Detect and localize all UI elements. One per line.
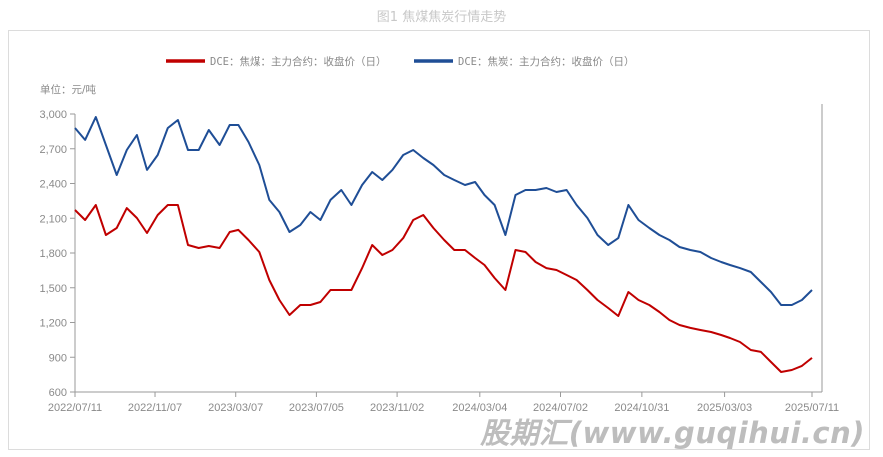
series-group bbox=[74, 116, 813, 373]
series-line-coke bbox=[74, 116, 813, 306]
chart-frame bbox=[8, 30, 870, 450]
unit-label: 单位：元/吨 bbox=[40, 83, 97, 96]
x-tick-label: 2024/07/02 bbox=[533, 402, 588, 414]
x-tick-label: 2023/07/05 bbox=[289, 402, 344, 414]
y-tick-label: 2,700 bbox=[39, 144, 67, 156]
x-tick-label: 2023/03/07 bbox=[208, 402, 263, 414]
x-tick-label: 2025/03/03 bbox=[697, 402, 752, 414]
legend-label-coke: DCE：焦炭：主力合约：收盘价（日） bbox=[458, 55, 634, 68]
x-tick-label: 2024/10/31 bbox=[614, 402, 669, 414]
y-tick-label: 1,200 bbox=[39, 318, 67, 330]
y-tick-label: 1,800 bbox=[39, 248, 67, 260]
x-tick-label: 2024/03/04 bbox=[452, 402, 507, 414]
chart-title: 图1 焦煤焦炭行情走势 bbox=[376, 10, 507, 25]
x-tick-label: 2022/11/07 bbox=[128, 402, 182, 414]
y-tick-label: 900 bbox=[49, 352, 67, 364]
legend-label-coking-coal: DCE：焦煤：主力合约：收盘价（日） bbox=[210, 55, 386, 68]
y-tick-label: 600 bbox=[49, 387, 67, 399]
watermark: 股期汇(www.guqihui.cn) bbox=[480, 416, 865, 450]
y-tick-label: 1,500 bbox=[39, 283, 67, 295]
x-tick-label: 2022/07/11 bbox=[48, 402, 102, 414]
series-line-coking-coal bbox=[74, 204, 813, 373]
legend: DCE：焦煤：主力合约：收盘价（日） DCE：焦炭：主力合约：收盘价（日） bbox=[166, 55, 634, 68]
y-tick-label: 3,000 bbox=[39, 109, 67, 121]
y-tick-label: 2,100 bbox=[39, 213, 67, 225]
axes: 3,000 2,700 2,400 2,100 1,800 1,500 1,200 900 60… bbox=[39, 104, 839, 414]
x-tick-label: 2023/11/02 bbox=[370, 402, 424, 414]
y-tick-label: 2,400 bbox=[39, 179, 67, 191]
x-tick-label: 2025/07/11 bbox=[785, 402, 839, 414]
